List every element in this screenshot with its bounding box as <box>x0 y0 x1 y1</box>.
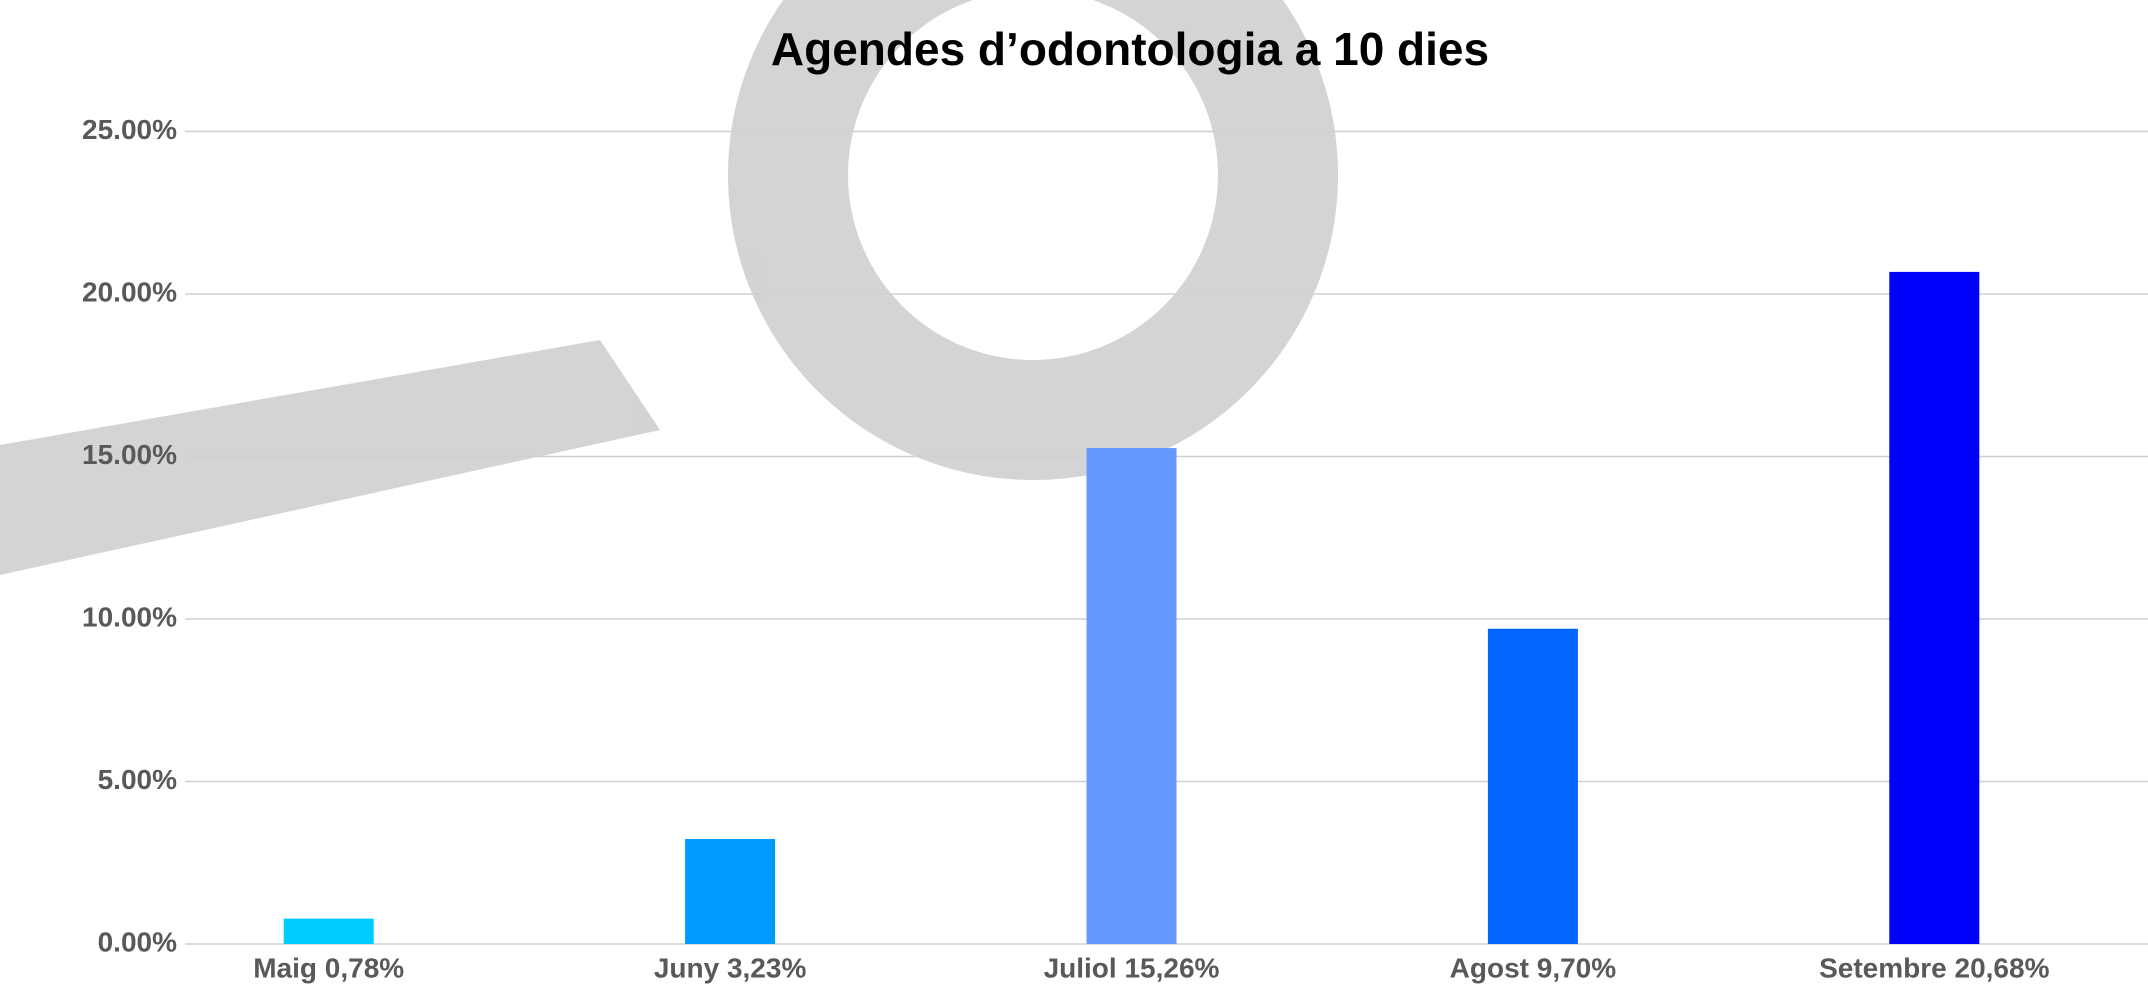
x-tick-label: Agost 9,70% <box>1450 952 1617 983</box>
y-tick-label: 15.00% <box>82 439 177 470</box>
x-tick-label: Juny 3,23% <box>654 952 807 983</box>
chart-title: Agendes d’odontologia a 10 dies <box>771 23 1489 75</box>
bar <box>685 839 776 944</box>
x-tick-label: Setembre 20,68% <box>1819 952 2049 983</box>
watermark-handle <box>0 340 660 575</box>
x-tick-label: Juliol 15,26% <box>1044 952 1220 983</box>
y-tick-label: 0.00% <box>98 926 177 957</box>
bar <box>1889 271 1980 944</box>
bar <box>1487 628 1578 944</box>
watermark-ring <box>728 0 1338 480</box>
y-tick-label: 20.00% <box>82 276 177 307</box>
bar <box>1086 448 1177 944</box>
y-tick-label: 5.00% <box>98 764 177 795</box>
watermark <box>0 0 1338 575</box>
bar <box>283 918 374 944</box>
x-tick-label: Maig 0,78% <box>253 952 404 983</box>
y-tick-label: 25.00% <box>82 114 177 145</box>
y-tick-label: 10.00% <box>82 601 177 632</box>
